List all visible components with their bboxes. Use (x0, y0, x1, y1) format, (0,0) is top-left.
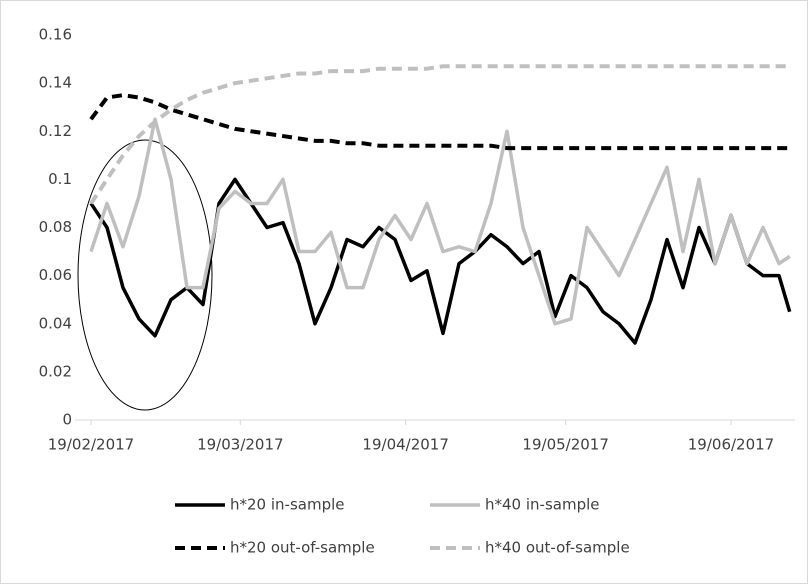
y-tick-label: 0.14 (39, 74, 72, 92)
y-tick-label: 0 (62, 411, 72, 429)
y-tick-label: 0.08 (39, 218, 72, 236)
y-tick-label: 0.16 (39, 26, 72, 44)
x-tick-label: 19/04/2017 (362, 436, 448, 454)
y-tick-label: 0.04 (39, 314, 72, 332)
highlight-ellipse (77, 139, 213, 411)
series-line (89, 117, 791, 326)
series-line (89, 93, 790, 151)
y-tick-label: 0.12 (39, 122, 72, 140)
legend-label: h*40 in-sample (485, 496, 600, 514)
legend-label: h*20 in-sample (230, 496, 345, 514)
y-tick-label: 0.06 (39, 266, 72, 284)
series-line (89, 177, 792, 345)
legend-label: h*20 out-of-sample (230, 539, 375, 557)
y-tick-label: 0.1 (48, 170, 72, 188)
series-line (89, 64, 790, 205)
x-tick-label: 19/06/2017 (688, 436, 774, 454)
y-tick-label: 0.02 (39, 362, 72, 380)
x-tick-label: 19/03/2017 (197, 436, 283, 454)
x-tick-label: 19/05/2017 (522, 436, 608, 454)
legend-label: h*40 out-of-sample (485, 539, 630, 557)
x-tick-label: 19/02/2017 (48, 436, 134, 454)
